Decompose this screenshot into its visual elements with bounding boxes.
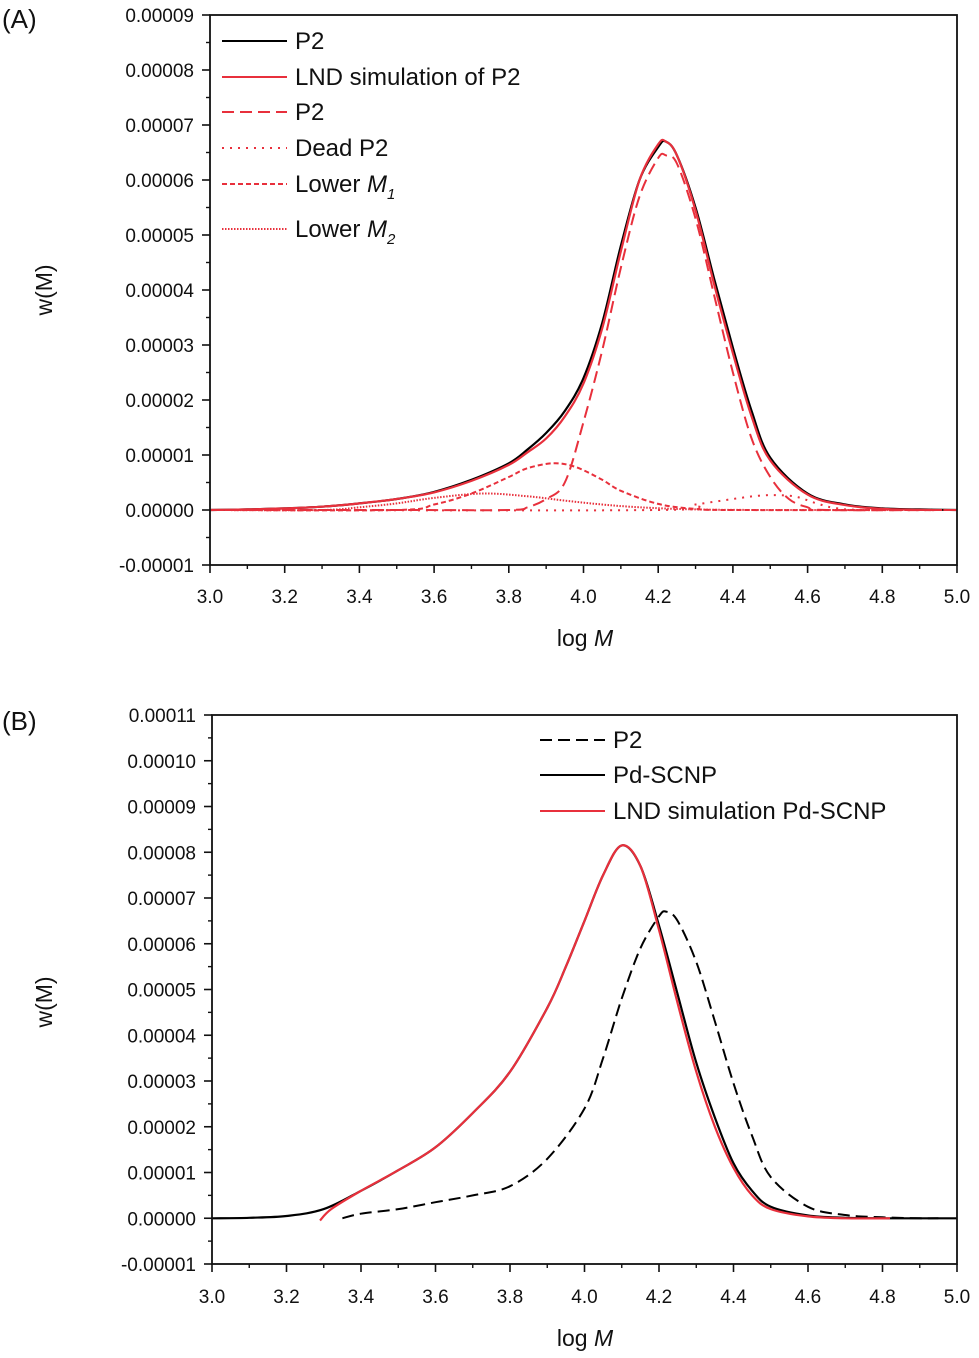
legend-label: P2 — [613, 727, 642, 754]
x-tick-label: 3.8 — [497, 1287, 523, 1308]
y-tick-label: 0.00001 — [127, 1164, 196, 1185]
legend-label-text: Dead P2 — [295, 135, 388, 162]
legend-label: P2 — [295, 99, 324, 126]
legend-label: P2 — [295, 28, 324, 55]
y-tick-label: 0.00008 — [125, 61, 194, 82]
y-tick-label: 0.00003 — [125, 336, 194, 357]
series-line-lnd-simulation-of-p2 — [209, 138, 931, 512]
y-tick-label: 0.00011 — [129, 706, 196, 727]
legend-label-text: LND simulation Pd-SCNP — [613, 798, 886, 825]
y-tick-label: 0.00006 — [127, 935, 196, 956]
legend-label-italic: M — [367, 216, 387, 243]
legend-label-subscript: 2 — [386, 231, 396, 248]
x-tick-label: 3.6 — [421, 587, 447, 608]
series-line-p2 — [210, 152, 958, 512]
x-tick-label: 4.0 — [571, 1287, 597, 1308]
y-tick-label: 0.00008 — [127, 843, 196, 864]
plot-frame — [209, 14, 958, 566]
legend-label-text: Lower — [295, 216, 367, 243]
x-axis-title: log M — [557, 1325, 614, 1351]
panel-label: (A) — [2, 4, 37, 34]
legend-label: Lower M2 — [295, 216, 396, 248]
x-tick-label: 5.0 — [944, 1287, 970, 1308]
legend-label-subscript: 1 — [387, 186, 395, 203]
x-tick-label: 4.4 — [720, 587, 747, 608]
legend-label: Lower M1 — [295, 171, 395, 203]
legend-label: LND simulation of P2 — [295, 64, 520, 91]
legend-label: Pd-SCNP — [613, 762, 717, 789]
x-tick-label: 3.0 — [199, 1287, 225, 1308]
legend-label-italic: M — [367, 171, 387, 198]
y-tick-label: 0.00000 — [125, 501, 194, 522]
x-axis-title: log M — [557, 625, 614, 651]
x-axis-title-part: log — [557, 1325, 594, 1351]
x-tick-label: 3.4 — [348, 1287, 375, 1308]
legend-label: LND simulation Pd-SCNP — [613, 798, 886, 825]
legend-label-text: P2 — [613, 727, 642, 754]
y-tick-label: 0.00005 — [127, 981, 196, 1002]
y-tick-label: -0.00001 — [121, 1255, 196, 1276]
y-tick-label: 0.00009 — [125, 6, 194, 27]
series-line-pd-scnp — [211, 844, 957, 1220]
series-line-lower-m2 — [209, 492, 958, 512]
x-tick-label: 3.4 — [346, 587, 373, 608]
x-axis-title-italic: M — [594, 1325, 614, 1351]
legend-label-text: Lower — [295, 171, 367, 198]
series-line-dead-p2 — [209, 494, 958, 512]
x-tick-label: 3.6 — [422, 1287, 448, 1308]
series-group — [211, 844, 957, 1222]
series-line-lnd-simulation-pd-scnp — [319, 844, 891, 1222]
y-tick-label: 0.00002 — [127, 1118, 196, 1139]
x-tick-label: 4.6 — [794, 587, 820, 608]
x-tick-label: 4.2 — [645, 587, 671, 608]
y-tick-label: -0.00001 — [119, 556, 194, 577]
legend-label-text: LND simulation of P2 — [295, 64, 520, 91]
y-tick-label: 0.00010 — [127, 752, 196, 773]
y-axis-title: w(M) — [31, 264, 57, 316]
chart-panel-a: (A) 3.0 3.2 3.4 3.6 3.8 4.0 4.2 4.4 4.6 4.8 5.0 -0.0… — [2, 4, 970, 651]
y-tick-label: 0.00003 — [127, 1072, 196, 1093]
x-tick-label: 4.8 — [869, 1287, 895, 1308]
legend: P2 Pd-SCNP LND simulation Pd-SCNP — [540, 727, 886, 825]
y-tick-label: 0.00005 — [125, 226, 194, 247]
series-line-lower-m1 — [209, 462, 958, 512]
x-tick-label: 4.6 — [795, 1287, 821, 1308]
y-tick-label: 0.00004 — [127, 1026, 196, 1047]
y-tick-label: 0.00007 — [125, 116, 194, 137]
x-tick-label: 5.0 — [944, 587, 970, 608]
y-axis-title: w(M) — [31, 976, 57, 1028]
legend-label-text: P2 — [295, 99, 324, 126]
y-tick-label: 0.00004 — [125, 281, 194, 302]
y-tick-label: 0.00000 — [127, 1209, 196, 1230]
panel-label: (B) — [2, 706, 37, 736]
x-tick-label: 3.2 — [271, 587, 297, 608]
x-tick-label: 4.4 — [720, 1287, 747, 1308]
x-axis-title-italic: M — [594, 625, 614, 651]
x-tick-label: 3.0 — [197, 587, 223, 608]
x-tick-label: 3.2 — [273, 1287, 299, 1308]
series-group — [209, 138, 958, 512]
y-tick-label: 0.00009 — [127, 798, 196, 819]
y-tick-label: 0.00001 — [125, 446, 194, 467]
legend-label-text: P2 — [295, 28, 324, 55]
y-tick-label: 0.00007 — [127, 889, 196, 910]
x-tick-label: 4.0 — [570, 587, 596, 608]
y-tick-label: 0.00002 — [125, 391, 194, 412]
y-tick-label: 0.00006 — [125, 171, 194, 192]
x-axis-title-part: log — [557, 625, 594, 651]
x-tick-label: 4.2 — [646, 1287, 672, 1308]
legend-label: Dead P2 — [295, 135, 388, 162]
series-line-p2 — [342, 910, 939, 1220]
x-tick-label: 3.8 — [496, 587, 522, 608]
chart-panel-b: (B) 3.0 3.2 3.4 3.6 3.8 4.0 4.2 4.4 4.6 4.8 5.0 -0.0… — [2, 706, 970, 1351]
x-tick-label: 4.8 — [869, 587, 895, 608]
legend-label-text: Pd-SCNP — [613, 762, 717, 789]
